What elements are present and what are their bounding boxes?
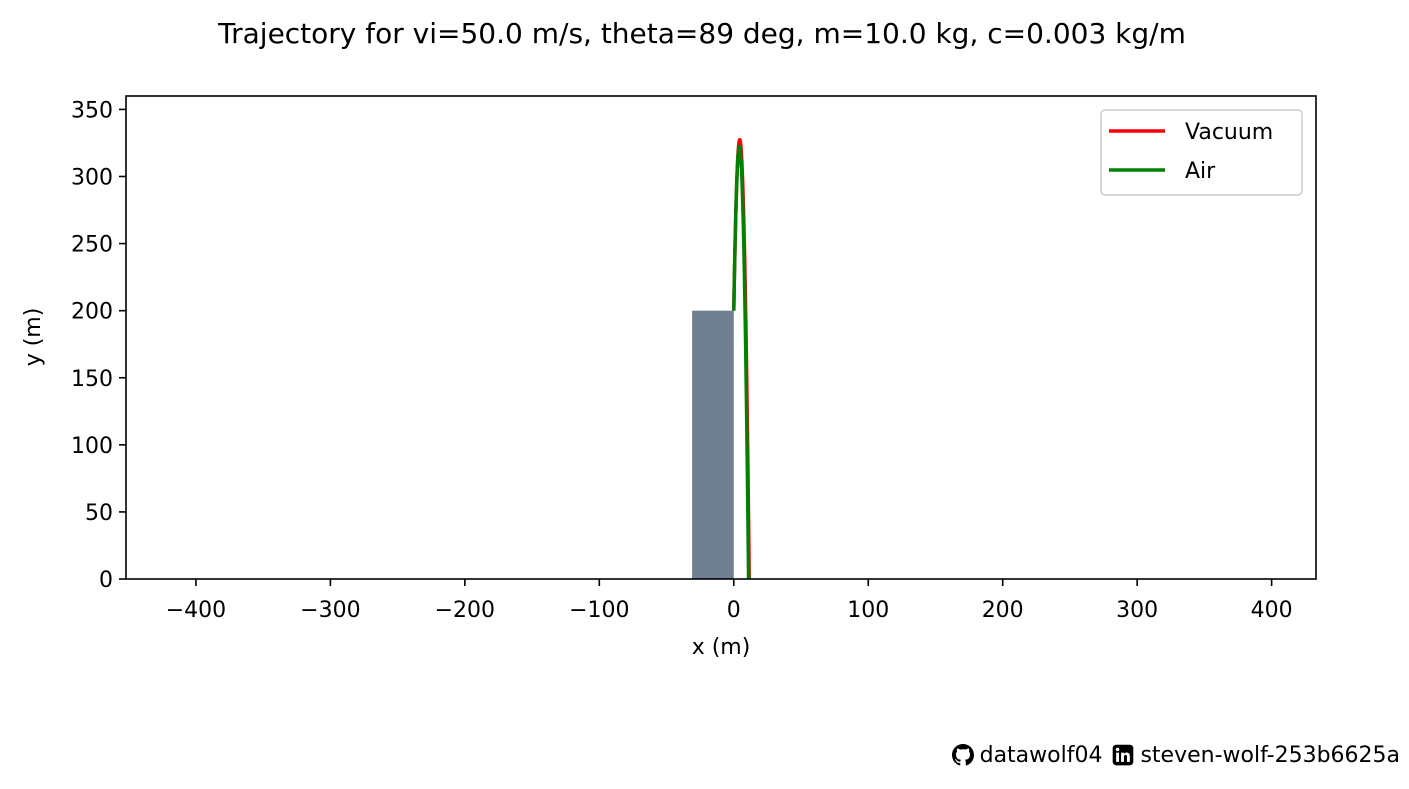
- legend: Vacuum Air: [1100, 109, 1303, 196]
- x-tick-label: 300: [1116, 598, 1158, 623]
- x-tick-label: 100: [847, 598, 889, 623]
- y-tick-label: 300: [71, 166, 113, 191]
- y-tick-label: 150: [71, 367, 113, 392]
- y-axis-label: y (m): [21, 308, 46, 367]
- linkedin-icon: [1112, 744, 1134, 766]
- github-icon: [951, 744, 974, 766]
- y-tick-label: 0: [99, 568, 113, 593]
- y-tick-label: 250: [71, 233, 113, 258]
- github-username: datawolf04: [979, 742, 1103, 768]
- footer-credits: datawolf04 steven-wolf-253b6625a: [840, 740, 1400, 770]
- y-tick-label: 100: [71, 434, 113, 459]
- x-tick-label: 0: [727, 598, 741, 623]
- x-axis-label: x (m): [692, 635, 751, 660]
- linkedin-username: steven-wolf-253b6625a: [1140, 742, 1400, 768]
- series-line-air: [732, 144, 751, 580]
- x-tick-label: 200: [982, 598, 1024, 623]
- plot-frame: [125, 95, 1317, 580]
- y-tick-label: 350: [71, 98, 113, 123]
- legend-label-vacuum: Vacuum: [1185, 120, 1273, 145]
- y-tick-label: 50: [85, 501, 113, 526]
- x-tick-label: −400: [166, 598, 226, 623]
- x-tick-label: −300: [300, 598, 360, 623]
- x-tick-label: −200: [435, 598, 495, 623]
- chart-title: Trajectory for vi=50.0 m/s, theta=89 deg…: [217, 17, 1186, 50]
- x-tick-label: −100: [569, 598, 629, 623]
- building-rect: [692, 310, 734, 579]
- legend-label-air: Air: [1185, 159, 1216, 184]
- y-tick-label: 200: [71, 300, 113, 325]
- x-tick-label: 400: [1251, 598, 1293, 623]
